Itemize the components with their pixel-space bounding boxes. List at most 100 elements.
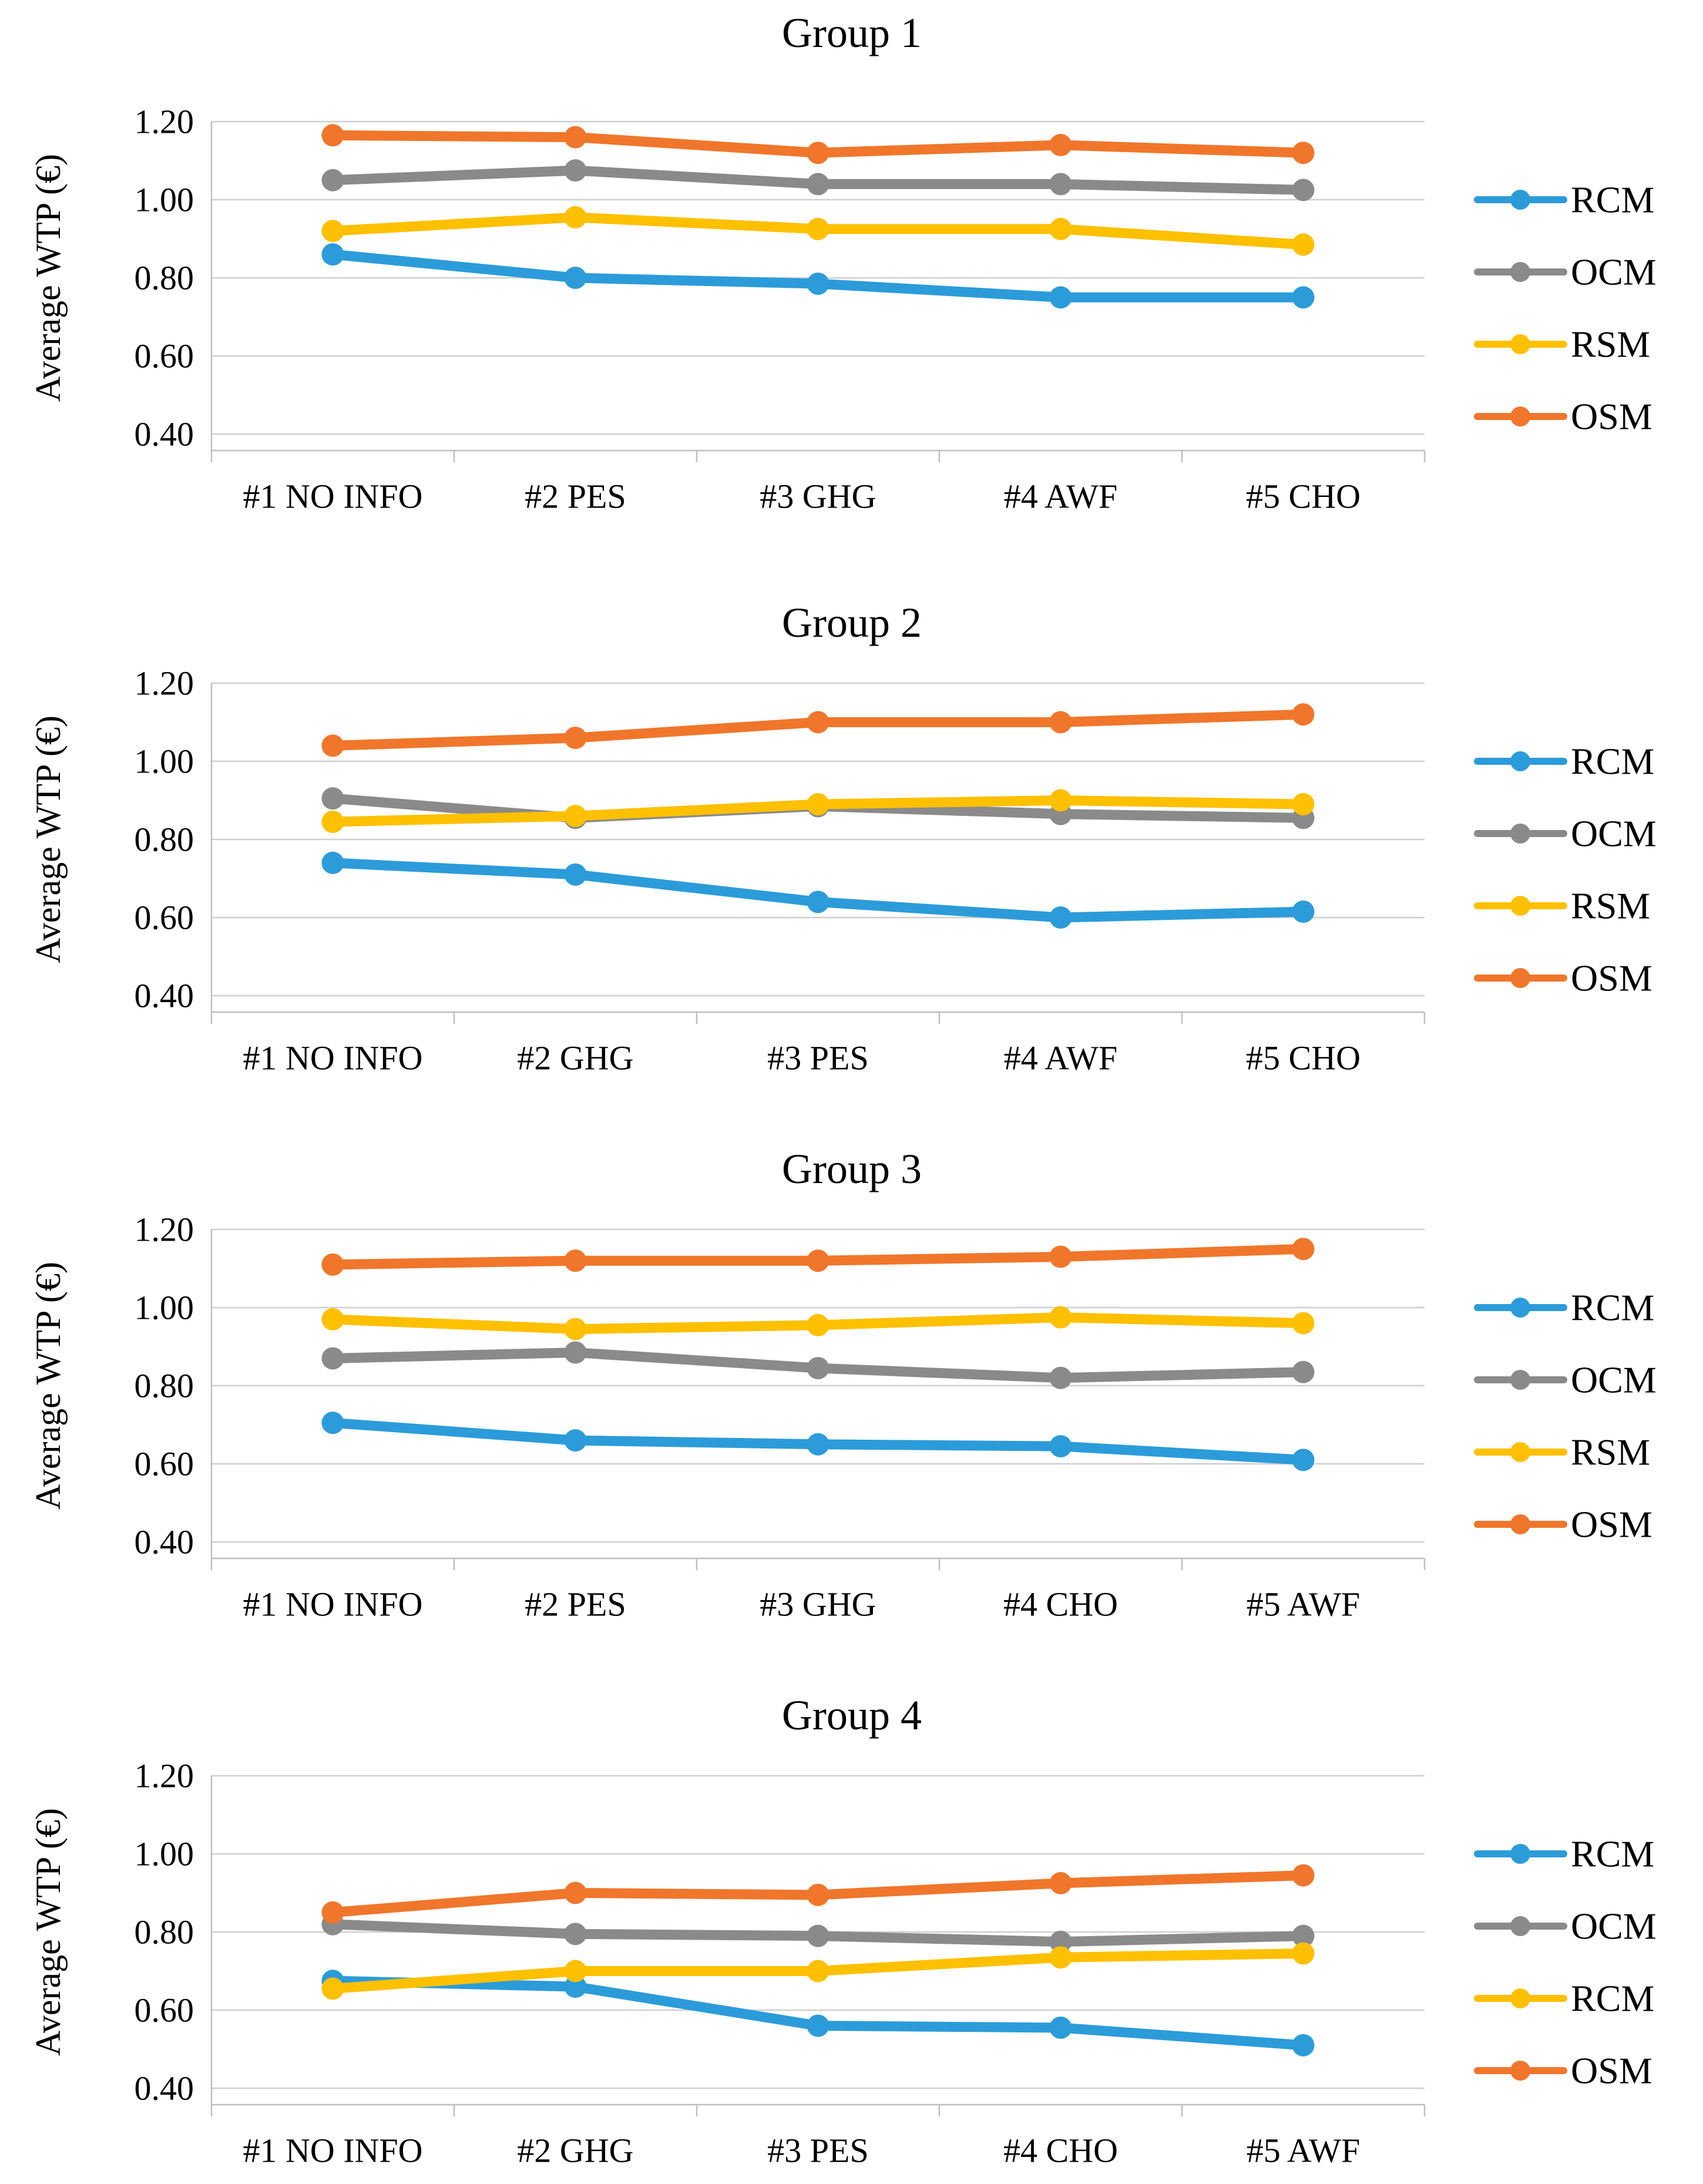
y-tick-label: 1.00 [135,1835,194,1873]
legend-marker-icon [1510,1370,1530,1390]
legend-marker-icon [1510,406,1530,426]
data-point [321,124,344,147]
y-tick-label: 0.80 [135,259,194,297]
data-point [564,727,587,750]
x-category-label: #4 AWF [1004,478,1118,516]
data-point [1049,1366,1072,1389]
data-point [1049,1871,1072,1894]
x-category-label: #4 CHO [1003,2132,1118,2170]
data-point [1292,286,1315,309]
legend-label: RCM [1571,1833,1654,1875]
data-point [1049,1946,1072,1969]
data-point [1292,793,1315,816]
data-point [321,220,344,243]
legend-label: RCM [1571,1978,1654,2020]
x-category-label: #4 AWF [1004,1039,1118,1077]
legend-label: OSM [1571,396,1652,438]
legend-marker-icon [1510,1916,1530,1936]
y-tick-label: 0.40 [135,415,194,453]
data-point [321,1308,344,1330]
legend-label: RCM [1571,179,1654,221]
x-category-label: #1 NO INFO [243,2132,422,2170]
chart-group-3-canvas: Group 3 Average WTP (€) 1.20 1.00 0.80 0.60 0.… [29,1145,1657,1624]
data-point [807,2014,829,2037]
legend-label: OSM [1571,1504,1652,1545]
data-point [564,126,587,149]
x-category-label: #1 NO INFO [243,1039,422,1077]
legend-marker-icon [1510,334,1530,354]
data-point [807,711,829,734]
chart-group-2-canvas: Group 2 Average WTP (€) 1.20 1.00 0.80 0.60 0.… [29,599,1657,1077]
data-point [321,169,344,191]
legend-label: OCM [1571,1906,1657,1947]
legend-marker-icon [1510,190,1530,210]
y-tick-label: 0.40 [135,2069,194,2108]
data-point [1292,901,1315,923]
y-tick-label: 1.20 [135,1211,194,1249]
legend-marker-icon [1510,824,1530,844]
data-point [1049,286,1072,309]
legend-marker-icon [1510,1298,1530,1318]
chart-group-1-canvas: Group 1 Average WTP (€) 1.20 1.00 0.80 0.60 0.… [29,9,1657,516]
data-point [564,267,587,289]
data-point [807,1960,829,1983]
y-tick-label: 0.40 [135,1523,194,1561]
legend-label: RSM [1571,1432,1650,1473]
data-point [321,851,344,874]
data-point [807,1313,829,1336]
y-tick-label: 0.80 [135,1913,194,1951]
y-tick-label: 1.20 [135,1757,194,1795]
data-point [321,1901,344,1924]
data-point [564,1249,587,1272]
y-tick-label: 0.60 [135,899,194,937]
x-category-label: #5 CHO [1246,1039,1361,1077]
x-category-label: #2 GHG [517,1039,633,1077]
x-category-label: #3 PES [767,1039,868,1077]
legend-label: OCM [1571,813,1657,855]
data-point [564,1975,587,1998]
data-point [1292,2034,1315,2057]
data-point [321,1347,344,1370]
data-point [1049,711,1072,734]
data-point [807,1357,829,1380]
legend-marker-icon [1510,1514,1530,1534]
data-point [564,1341,587,1364]
data-point [807,1249,829,1272]
data-point [321,1253,344,1276]
legend-marker-icon [1510,262,1530,282]
data-point [321,811,344,834]
data-point [807,272,829,295]
data-point [807,217,829,240]
data-point [1292,233,1315,256]
data-point [807,142,829,164]
x-category-label: #2 PES [525,1585,626,1624]
y-axis-title: Average WTP (€) [29,715,68,963]
y-axis-title: Average WTP (€) [29,1262,68,1510]
y-tick-label: 0.60 [135,1445,194,1483]
legend-marker-icon [1510,2061,1530,2081]
legend-marker-icon [1510,1988,1530,2008]
data-point [1049,789,1072,812]
x-category-label: #3 GHG [760,478,876,516]
y-tick-label: 1.00 [135,181,194,219]
legend-marker-icon [1510,968,1530,988]
legend-label: RCM [1571,1287,1654,1329]
chart-title: Group 1 [782,9,922,56]
data-point [564,1318,587,1340]
data-point [1292,142,1315,164]
y-tick-label: 0.60 [135,337,194,375]
data-point [1049,906,1072,929]
x-category-label: #3 GHG [760,1585,876,1624]
data-point [1049,1245,1072,1268]
legend-label: OSM [1571,2050,1652,2092]
data-point [1292,1942,1315,1965]
y-tick-label: 1.20 [135,664,194,703]
data-point [564,1881,587,1904]
y-tick-label: 0.60 [135,1991,194,2030]
legend-marker-icon [1510,896,1530,916]
legend-label: OCM [1571,251,1657,293]
x-category-label: #4 CHO [1003,1585,1118,1624]
y-axis-title: Average WTP (€) [29,1808,68,2056]
x-category-label: #5 AWF [1247,1585,1361,1624]
legend-marker-icon [1510,1442,1530,1462]
